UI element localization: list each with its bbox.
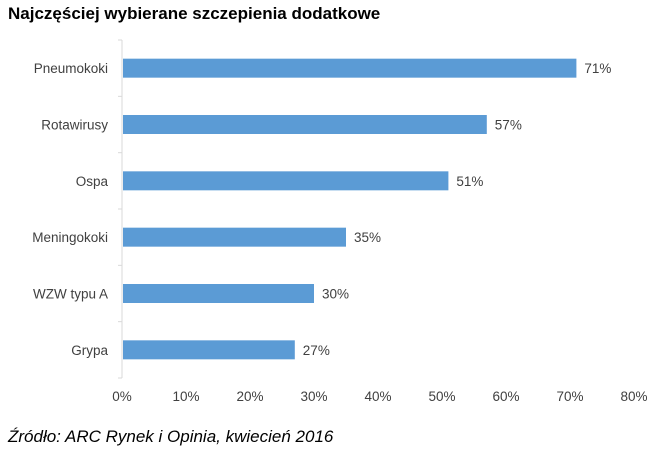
bar [123, 115, 487, 134]
x-tick-label: 30% [300, 389, 327, 404]
data-label: 57% [495, 118, 522, 133]
data-label: 27% [303, 343, 330, 358]
category-label: Meningokoki [32, 230, 108, 245]
data-label: 35% [354, 230, 381, 245]
data-label: 30% [322, 287, 349, 302]
category-label: Ospa [76, 174, 109, 189]
x-tick-label: 50% [428, 389, 455, 404]
x-tick-label: 20% [236, 389, 263, 404]
bar [123, 227, 346, 247]
chart-title: Najczęściej wybierane szczepienia dodatk… [8, 4, 381, 23]
x-tick-label: 40% [364, 389, 391, 404]
x-tick-label: 0% [112, 389, 132, 404]
category-label: Grypa [71, 343, 108, 358]
bar [123, 171, 449, 191]
plot-area: Pneumokoki 71% Rotawirusy 57% Ospa 51% Meningo… [32, 39, 648, 404]
bar [123, 340, 295, 360]
category-label: Pneumokoki [34, 61, 108, 76]
x-tick-label: 60% [492, 389, 519, 404]
x-tick-label: 80% [620, 389, 647, 404]
source-note: Źródło: ARC Rynek i Opinia, kwiecień 201… [8, 427, 334, 446]
x-tick-label: 70% [556, 389, 583, 404]
bar [123, 58, 577, 78]
bar [123, 284, 314, 303]
x-tick-label: 10% [172, 389, 199, 404]
data-label: 51% [456, 174, 483, 189]
category-label: WZW typu A [33, 287, 108, 302]
bar-chart: Pneumokoki 71% Rotawirusy 57% Ospa 51% Meningo… [32, 39, 648, 404]
category-label: Rotawirusy [41, 118, 108, 133]
data-label: 71% [584, 61, 611, 76]
